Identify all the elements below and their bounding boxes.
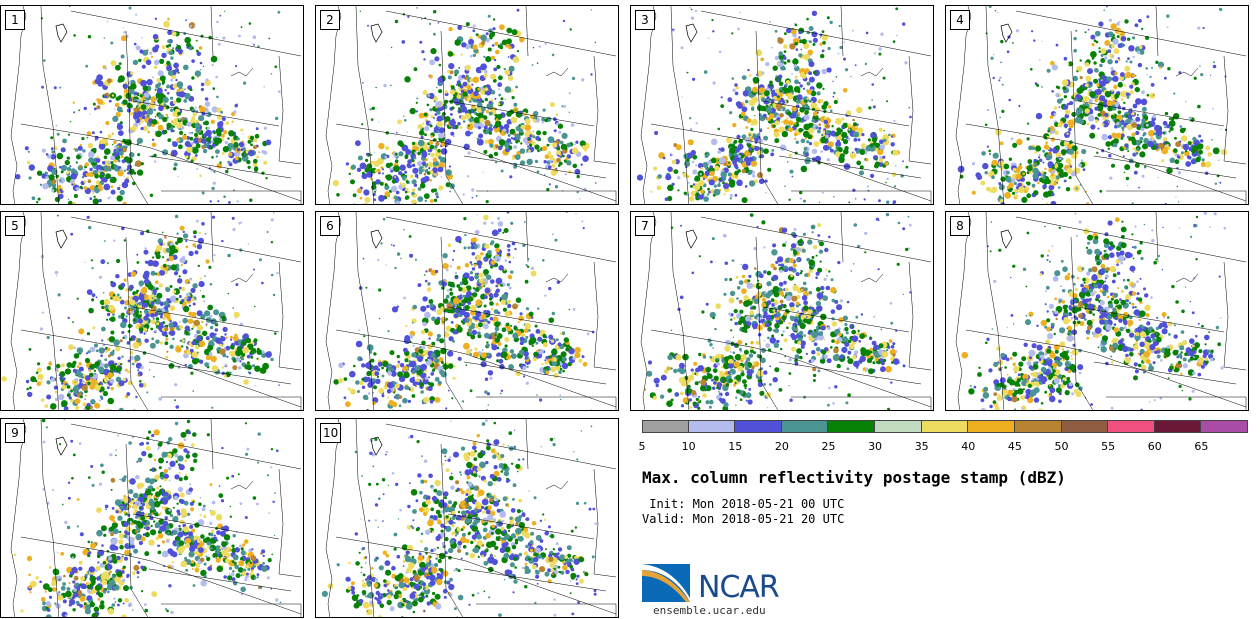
colorbar-tick-label: 40 <box>961 440 976 453</box>
colorbar-segment <box>1154 420 1202 433</box>
map-panel-8: 8 <box>945 211 1249 411</box>
colorbar-segment <box>921 420 969 433</box>
panel-number: 9 <box>5 423 25 443</box>
reflectivity-echoes <box>1 212 280 410</box>
colorbar-segment <box>781 420 829 433</box>
colorbar-segment <box>968 420 1015 433</box>
colorbar-tick-label: 55 <box>1101 440 1116 453</box>
colorbar-segment <box>1108 420 1155 433</box>
map-panel-4: 4 <box>945 5 1249 205</box>
reflectivity-echoes <box>333 212 595 410</box>
colorbar-tick-label: 35 <box>914 440 929 453</box>
reflectivity-echoes <box>332 7 597 204</box>
colorbar-segment <box>642 420 689 433</box>
colorbar-segment <box>828 420 876 433</box>
colorbar-segment <box>875 420 922 433</box>
map-panel-7: 7 <box>630 211 934 411</box>
panel-number: 6 <box>320 216 340 236</box>
panel-number: 10 <box>320 423 342 443</box>
colorbar-tick-label: 5 <box>638 440 646 453</box>
reflectivity-map <box>955 212 1247 410</box>
reflectivity-map <box>640 212 932 410</box>
colorbar-tick-label: 25 <box>821 440 836 453</box>
state-boundaries <box>10 6 302 204</box>
colorbar-tick-label: 60 <box>1147 440 1162 453</box>
map-panel-9: 9 <box>0 418 304 618</box>
colorbar-tick-label: 10 <box>681 440 696 453</box>
reflectivity-echoes <box>13 419 282 617</box>
colorbar-tick-label: 20 <box>774 440 789 453</box>
reflectivity-echoes <box>961 212 1227 410</box>
state-boundaries <box>325 6 617 204</box>
reflectivity-map <box>636 6 932 204</box>
state-boundaries <box>955 212 1247 410</box>
valid-time: Valid: Mon 2018-05-21 20 UTC <box>642 512 845 526</box>
map-panel-2: 2 <box>315 5 619 205</box>
panel-number: 7 <box>635 216 655 236</box>
reflectivity-map <box>10 419 302 617</box>
panel-number: 1 <box>5 10 25 30</box>
colorbar-segment <box>688 420 736 433</box>
ncar-logo-icon <box>642 564 692 602</box>
colorbar-tick-label: 65 <box>1194 440 1209 453</box>
reflectivity-map <box>325 212 617 410</box>
reflectivity-echoes <box>15 6 281 204</box>
reflectivity-map <box>10 6 302 204</box>
colorbar-segment <box>1061 420 1109 433</box>
reflectivity-echoes <box>957 6 1227 204</box>
colorbar-tick-label: 30 <box>868 440 883 453</box>
map-panel-6: 6 <box>315 211 619 411</box>
colorbar-segment <box>1014 420 1062 433</box>
reflectivity-map <box>325 6 617 204</box>
figure-title: Max. column reflectivity postage stamp (… <box>642 468 1066 487</box>
reflectivity-colorbar: 5 10 15 20 25 30 35 40 45 50 55 60 65 <box>638 420 1248 456</box>
panel-number: 5 <box>5 216 25 236</box>
colorbar-tick-label: 15 <box>728 440 743 453</box>
reflectivity-echoes <box>636 7 912 204</box>
panel-number: 2 <box>320 10 340 30</box>
panel-number: 8 <box>950 216 970 236</box>
colorbar-frame <box>642 420 1248 433</box>
map-panel-3: 3 <box>630 5 934 205</box>
map-panel-1: 1 <box>0 5 304 205</box>
reflectivity-echoes <box>643 212 912 410</box>
colorbar-tick-label: 50 <box>1054 440 1069 453</box>
map-panel-10: 10 <box>315 418 619 618</box>
reflectivity-echoes <box>321 419 598 617</box>
panel-number: 3 <box>635 10 655 30</box>
panel-number: 4 <box>950 10 970 30</box>
colorbar-tick-label: 45 <box>1007 440 1022 453</box>
ncar-logo-text: NCAR <box>698 570 780 605</box>
map-panel-5: 5 <box>0 211 304 411</box>
reflectivity-map <box>1 212 302 410</box>
reflectivity-map <box>321 419 617 617</box>
state-boundaries <box>955 6 1247 204</box>
reflectivity-map <box>955 6 1247 204</box>
init-time: Init: Mon 2018-05-21 00 UTC <box>642 497 845 511</box>
website-url: ensemble.ucar.edu <box>653 604 766 617</box>
colorbar-segment <box>735 420 782 433</box>
